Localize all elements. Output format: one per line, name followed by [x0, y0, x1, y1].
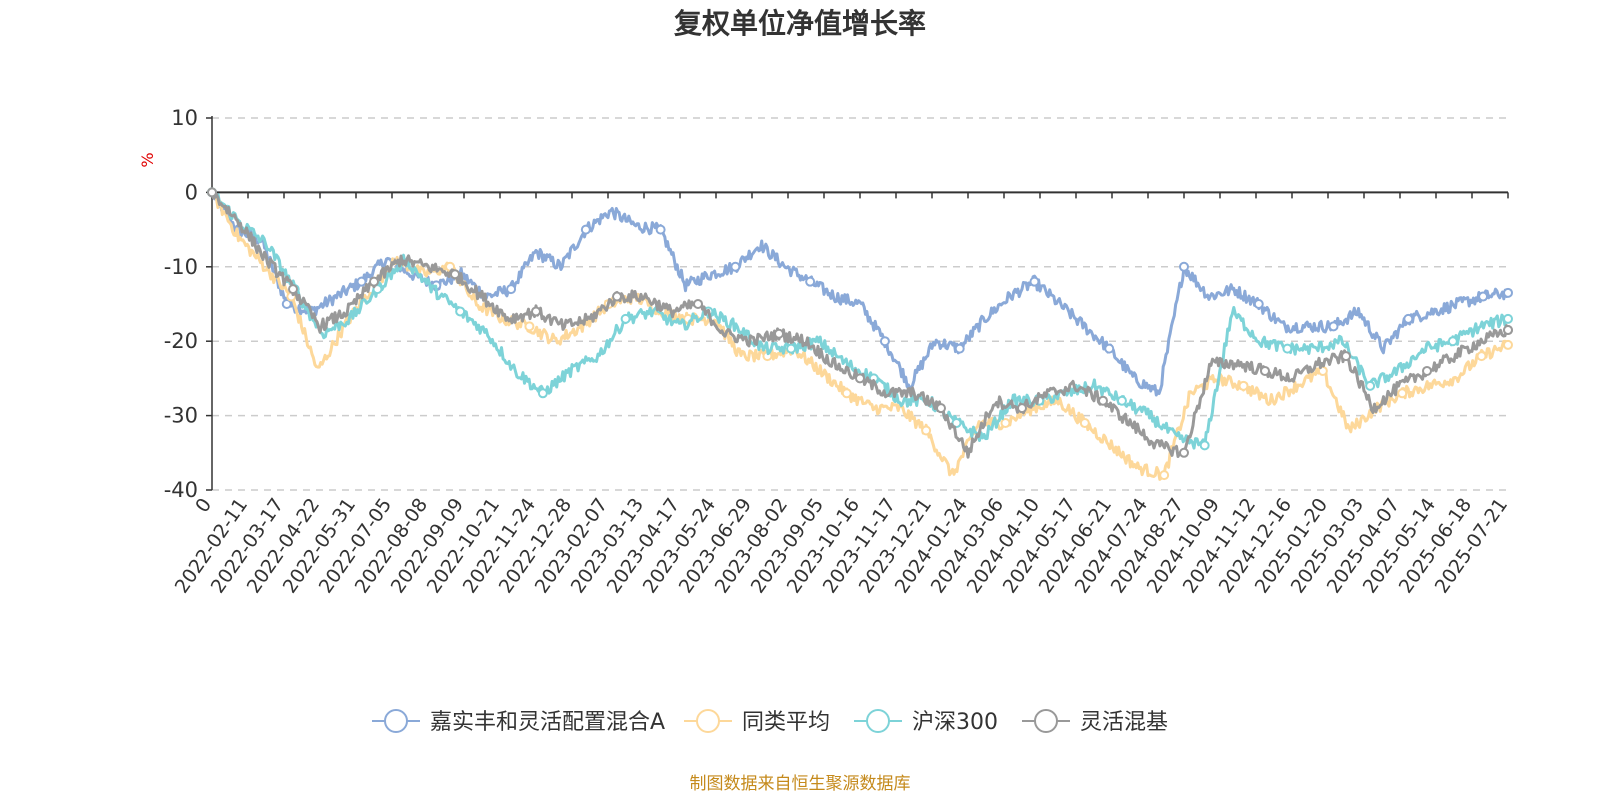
- data-point: [841, 388, 852, 399]
- legend-circle-icon: [384, 709, 408, 733]
- x-tick-label: 0: [191, 494, 216, 517]
- data-point: [1017, 403, 1027, 414]
- y-tick-label: 0: [185, 180, 198, 204]
- data-point: [1476, 351, 1487, 362]
- legend-circle-icon: [866, 709, 890, 733]
- data-point: [879, 336, 890, 347]
- y-axis: 10 0 -10 -20 -30 -40: [164, 106, 213, 502]
- data-point: [1341, 351, 1351, 362]
- data-point: [1179, 261, 1189, 272]
- data-point: [620, 313, 631, 324]
- data-point: [774, 328, 784, 339]
- data-point: [1503, 313, 1513, 324]
- data-point: [356, 276, 367, 287]
- data-point: [855, 373, 865, 384]
- legend-item[interactable]: 同类平均: [684, 709, 830, 735]
- data-point: [1397, 388, 1408, 399]
- data-point: [455, 306, 466, 317]
- data-point: [612, 291, 622, 302]
- y-tick-label: 10: [171, 106, 198, 130]
- data-point: [288, 284, 298, 295]
- data-point: [730, 261, 741, 272]
- data-point: [954, 343, 965, 354]
- data-point: [369, 276, 379, 287]
- data-point: [693, 299, 703, 309]
- data-point: [506, 284, 517, 295]
- legend-label: 嘉实丰和灵活配置混合A: [430, 710, 665, 735]
- legend-item[interactable]: 沪深300: [854, 709, 998, 735]
- data-point: [524, 321, 535, 332]
- data-point: [921, 425, 932, 436]
- series-line: [210, 191, 1510, 450]
- data-point: [1478, 291, 1489, 302]
- legend-label: 沪深300: [912, 710, 998, 735]
- data-source-note: 制图数据来自恒生聚源数据库: [690, 774, 911, 794]
- x-axis: 02022-02-112022-03-172022-04-222022-05-3…: [171, 191, 1512, 597]
- data-point: [1159, 470, 1170, 481]
- legend-label: 同类平均: [742, 710, 830, 735]
- data-point: [207, 187, 217, 198]
- y-tick-label: -10: [164, 255, 198, 279]
- data-point: [936, 403, 946, 414]
- data-point: [1422, 365, 1432, 376]
- legend[interactable]: 嘉实丰和灵活配置混合A 同类平均 沪深300 灵活混基: [372, 709, 1168, 735]
- data-point: [1253, 299, 1264, 309]
- data-point: [1365, 380, 1376, 391]
- data-point: [1503, 287, 1513, 298]
- data-point: [1116, 395, 1127, 406]
- data-point: [537, 388, 548, 399]
- gridlines: [212, 117, 1508, 491]
- y-tick-label: -40: [164, 478, 198, 502]
- data-point: [1098, 395, 1108, 406]
- data-point: [1029, 276, 1040, 287]
- data-point: [1503, 339, 1513, 350]
- y-tick-label: -20: [164, 329, 198, 353]
- y-tick-label: -30: [164, 404, 198, 428]
- data-point: [1179, 447, 1189, 458]
- data-point: [1328, 321, 1339, 332]
- data-point: [580, 224, 591, 235]
- legend-item[interactable]: 灵活混基: [1022, 709, 1168, 735]
- data-point: [1104, 343, 1115, 354]
- series-line: [211, 190, 1510, 397]
- data-point: [1503, 325, 1513, 336]
- data-point: [655, 224, 666, 235]
- data-point: [1079, 418, 1090, 429]
- data-point: [281, 299, 292, 309]
- data-point: [951, 418, 962, 429]
- chart-title: 复权单位净值增长率: [674, 7, 926, 40]
- data-point: [1000, 418, 1011, 429]
- legend-circle-icon: [1034, 709, 1058, 733]
- data-point: [786, 343, 797, 354]
- series-lines: [207, 187, 1513, 481]
- data-point: [531, 306, 541, 317]
- data-point: [1282, 343, 1293, 354]
- data-point: [1238, 380, 1249, 391]
- data-point: [805, 276, 816, 287]
- legend-item[interactable]: 嘉实丰和灵活配置混合A: [372, 709, 665, 735]
- y-axis-unit: %: [138, 152, 157, 167]
- data-point: [1199, 440, 1210, 451]
- data-point: [1403, 313, 1414, 324]
- data-point: [1447, 336, 1458, 347]
- legend-circle-icon: [696, 709, 720, 733]
- data-point: [450, 269, 460, 280]
- data-point: [1260, 365, 1270, 376]
- legend-label: 灵活混基: [1080, 710, 1168, 735]
- series-line: [210, 187, 1510, 481]
